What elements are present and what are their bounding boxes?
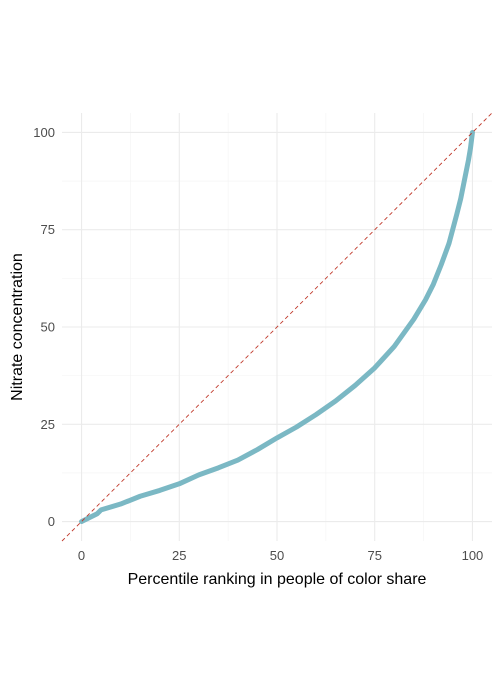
x-axis-tick-labels: 0 25 50 75 100 — [78, 548, 483, 563]
x-axis-title: Percentile ranking in people of color sh… — [128, 571, 427, 588]
x-tick-label: 25 — [172, 548, 186, 563]
concentration-curve — [79, 129, 475, 525]
x-tick-label: 75 — [367, 548, 381, 563]
reference-line — [61, 112, 493, 542]
y-tick-label: 25 — [41, 417, 55, 432]
y-axis-title: Nitrate concentration — [9, 253, 26, 401]
x-tick-label: 100 — [462, 548, 484, 563]
series-layer — [61, 112, 493, 542]
y-tick-label: 0 — [48, 514, 55, 529]
x-tick-label: 50 — [270, 548, 284, 563]
y-tick-label: 50 — [41, 320, 55, 335]
y-tick-label: 100 — [33, 125, 55, 140]
y-axis-tick-labels: 0 25 50 75 100 — [33, 125, 55, 529]
y-tick-label: 75 — [41, 222, 55, 237]
x-tick-label: 0 — [78, 548, 85, 563]
grid — [62, 113, 492, 541]
